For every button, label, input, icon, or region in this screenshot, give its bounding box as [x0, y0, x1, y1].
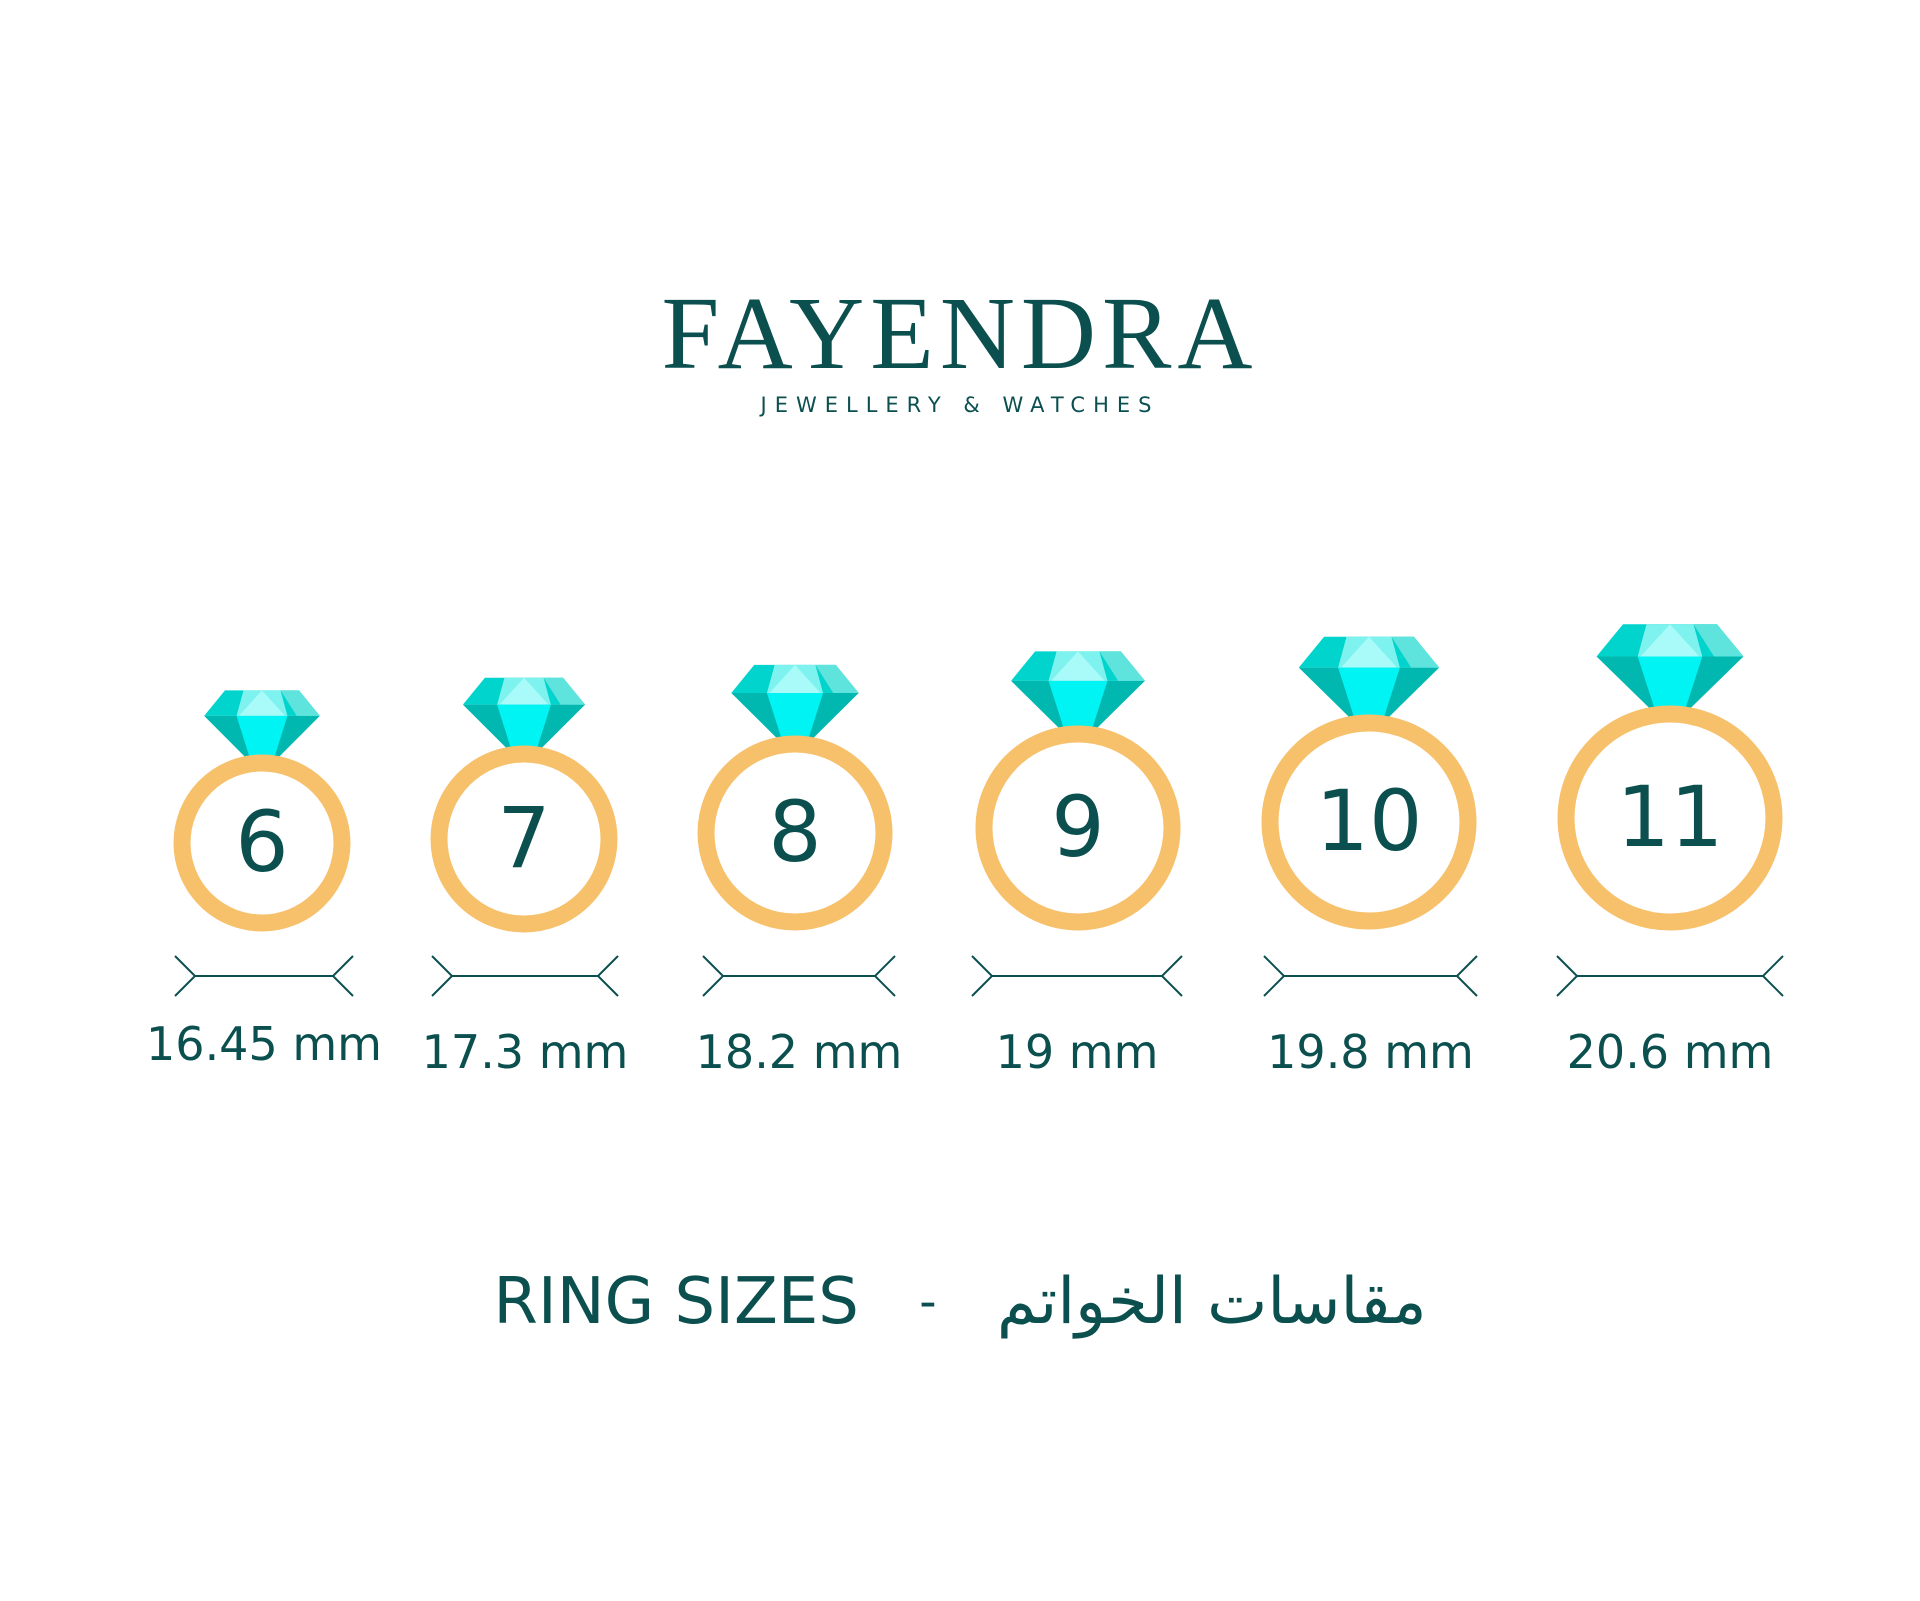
ring-band	[697, 735, 893, 931]
diamond-icon	[1596, 624, 1744, 711]
ring-diameter-label: 19.8 mm	[1267, 1025, 1474, 1079]
ring-size-8: 8 18.2 mm	[696, 664, 903, 1079]
ring-band	[1557, 705, 1783, 931]
ring-size-number: 8	[768, 783, 821, 881]
ring-band	[975, 725, 1181, 931]
ring-diameter-label: 20.6 mm	[1567, 1025, 1774, 1079]
ring-size-number: 6	[235, 793, 288, 891]
diameter-arrow-icon	[1556, 955, 1784, 997]
ring-diameter-label: 16.45 mm	[146, 1017, 382, 1071]
ring-band	[173, 754, 351, 932]
diamond-icon	[204, 690, 320, 760]
brand-logo-name: FAYENDRA	[661, 276, 1259, 391]
ring-band	[430, 745, 618, 933]
ring-band	[1261, 714, 1477, 930]
diamond-icon	[731, 664, 859, 741]
ring-diameter-label: 19 mm	[996, 1025, 1159, 1079]
ring-size-10: 10 19.8 mm	[1261, 636, 1478, 1079]
ring-size-number: 11	[1617, 768, 1724, 866]
ring-diameter-label: 17.3 mm	[422, 1025, 629, 1079]
brand-tagline: JEWELLERY & WATCHES	[760, 393, 1160, 417]
diameter-arrow-icon	[1263, 955, 1478, 997]
ring-size-6: 6 16.45 mm	[146, 690, 382, 1071]
ring-size-number: 7	[497, 789, 550, 887]
title-separator: -	[919, 1274, 937, 1331]
title-arabic: مقاسات الخواتم	[996, 1265, 1427, 1340]
title-english: RING SIZES	[493, 1265, 859, 1340]
ring-size-7: 7 17.3 mm	[422, 677, 629, 1079]
diameter-arrow-icon	[971, 955, 1183, 997]
diameter-arrow-icon	[431, 955, 619, 997]
page-title: RING SIZES - مقاسات الخواتم	[0, 1262, 1920, 1339]
diamond-icon	[462, 677, 586, 751]
ring-size-9: 9 19 mm	[971, 651, 1183, 1079]
ring-size-11: 11 20.6 mm	[1556, 624, 1784, 1079]
diamond-icon	[1011, 651, 1145, 731]
diamond-icon	[1298, 636, 1440, 720]
ring-diameter-label: 18.2 mm	[696, 1025, 903, 1079]
ring-size-number: 9	[1051, 778, 1104, 876]
ring-size-number: 10	[1316, 772, 1423, 870]
diameter-arrow-icon	[174, 955, 354, 997]
diameter-arrow-icon	[702, 955, 896, 997]
